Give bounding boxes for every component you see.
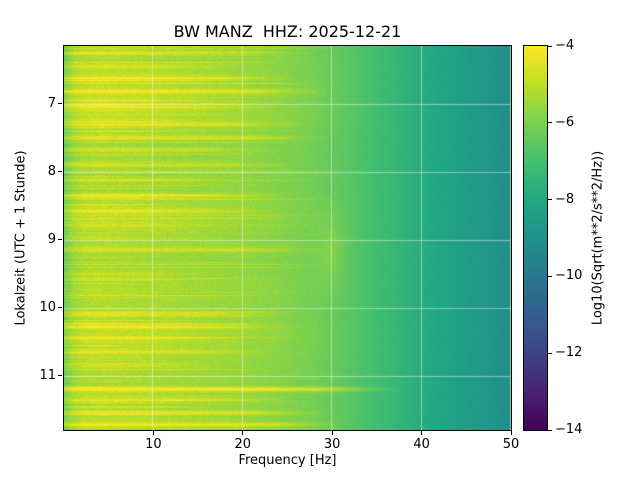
colorbar-tick-label: −14 [555,422,583,437]
colorbar-tick-mark [548,199,552,201]
spectrogram-plot-area [63,45,512,431]
y-tick-label: 9 [47,231,56,247]
x-tick-label: 20 [234,437,252,452]
y-tick-mark [58,103,62,105]
y-tick-mark [58,375,62,377]
colorbar-tick-mark [548,122,552,124]
y-tick-label: 8 [47,163,56,179]
colorbar-tick-mark [548,45,552,47]
colorbar-tick-mark [548,429,552,431]
x-tick-label: 40 [413,437,430,452]
y-tick-label: 11 [39,367,56,383]
x-tick-mark [331,431,333,435]
colorbar-label: Log10(Sqrt(m**2/s**2/Hz)) [590,150,606,326]
y-tick-mark [58,239,62,241]
x-tick-label: 50 [502,437,520,452]
y-tick-mark [58,171,62,173]
x-tick-label: 10 [145,437,162,452]
x-tick-mark [510,431,512,435]
x-tick-mark [242,431,244,435]
y-tick-mark [58,307,62,309]
colorbar-tick-label: −4 [555,38,575,53]
colorbar-tick-mark [548,352,552,354]
colorbar-tick-label: −10 [555,268,583,284]
chart-title: BW MANZ HHZ: 2025-12-21 [173,22,402,41]
y-tick-label: 10 [39,299,56,315]
x-tick-mark [152,431,154,435]
x-tick-mark [421,431,423,435]
colorbar-tick-label: −6 [555,114,575,130]
x-tick-label: 30 [323,437,341,452]
y-tick-label: 7 [47,95,56,111]
spectrogram-heatmap [64,46,511,430]
colorbar-tick-mark [548,275,552,277]
x-axis-label: Frequency [Hz] [238,453,337,468]
colorbar-tick-label: −8 [555,191,575,207]
colorbar [523,45,548,431]
colorbar-gradient [524,46,547,430]
colorbar-tick-label: −12 [555,345,583,361]
